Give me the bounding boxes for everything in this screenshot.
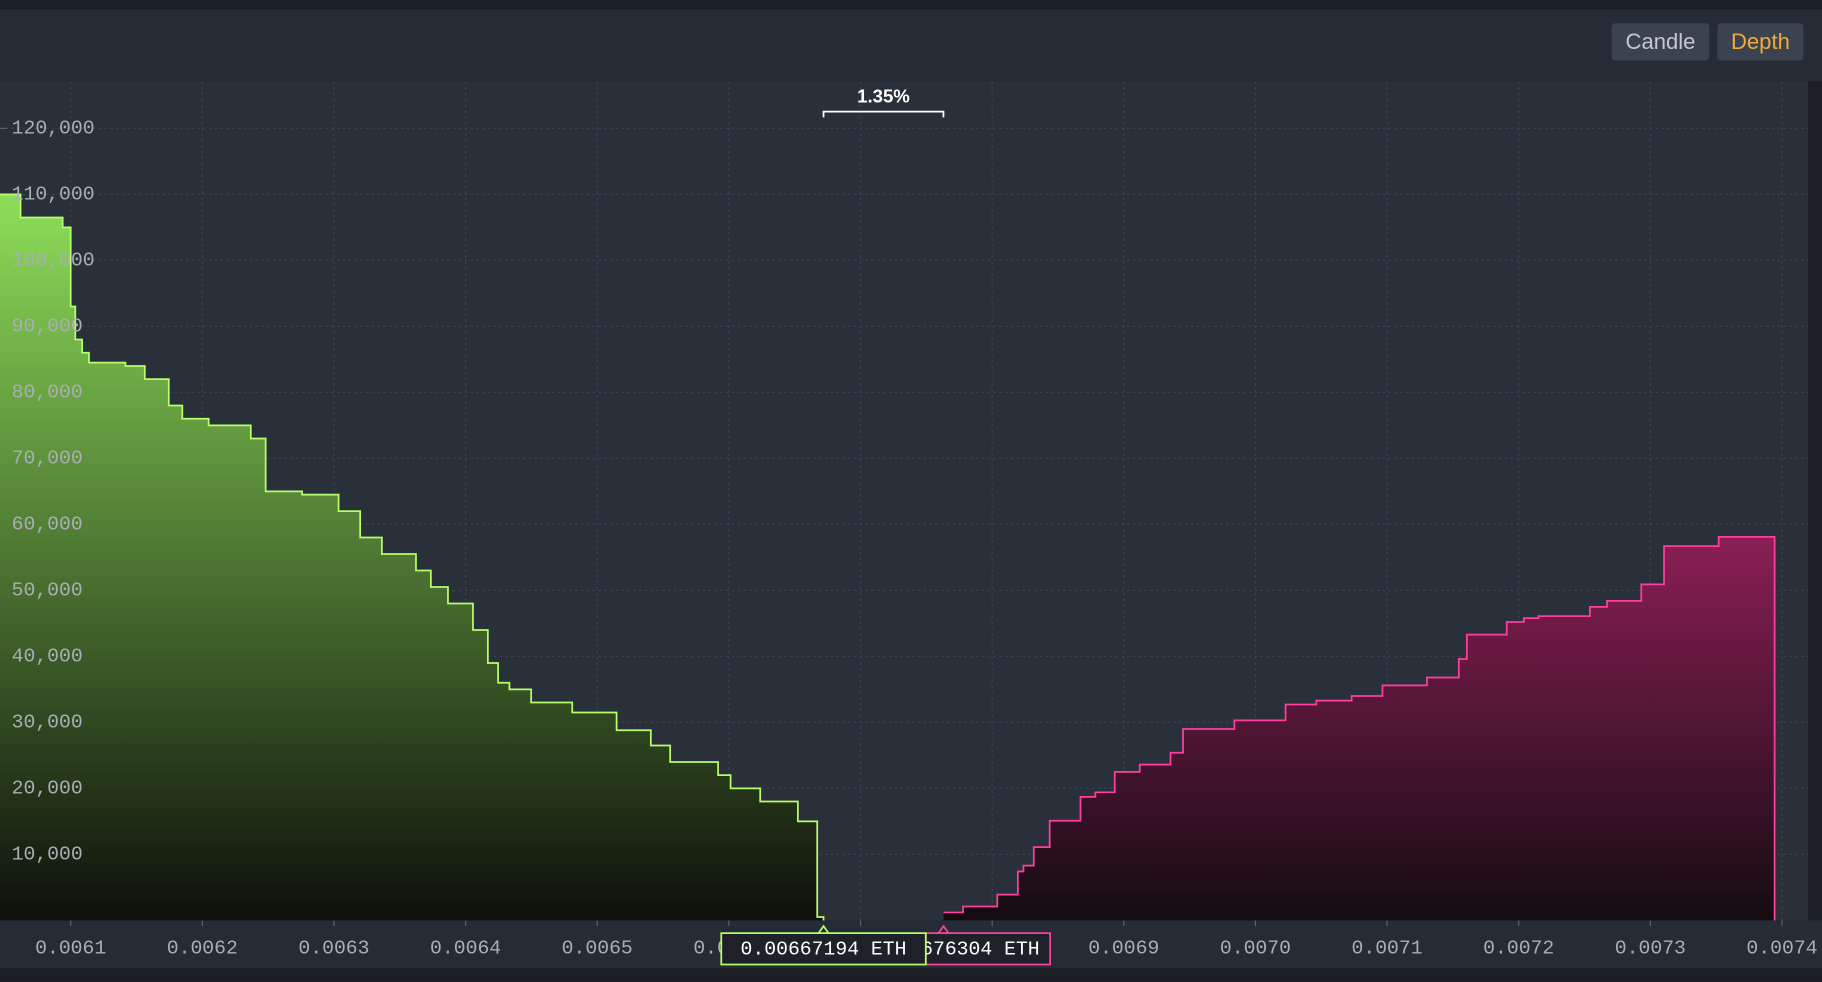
depth-area bbox=[943, 536, 1775, 921]
x-tick-label: 0.0069 bbox=[1088, 937, 1159, 959]
y-tick-label: 40,000 bbox=[12, 646, 83, 668]
y-tick-label: 120,000 bbox=[12, 118, 95, 140]
y-tick-label: 30,000 bbox=[12, 712, 83, 734]
x-tick-label: 0.0062 bbox=[167, 937, 238, 959]
depth-line bbox=[0, 193, 825, 921]
areas bbox=[0, 193, 1776, 921]
y-tick-label: 90,000 bbox=[12, 316, 83, 338]
y-tick-label: 70,000 bbox=[12, 448, 83, 470]
y-tick-label: 110,000 bbox=[12, 184, 95, 206]
footer bbox=[0, 967, 1822, 982]
labels: 10,000 20,000 30,000 40,000 50,000 60,000 70,0… bbox=[12, 23, 1804, 966]
y-tick-label: 80,000 bbox=[12, 382, 83, 404]
x-tick-label: 0.0063 bbox=[298, 937, 369, 959]
x-tick-label: 0.0073 bbox=[1615, 937, 1686, 959]
x-tick-label: 0.0071 bbox=[1352, 937, 1423, 959]
x-tick-label: 0.0064 bbox=[430, 937, 501, 959]
ask-price-box bbox=[924, 932, 1051, 966]
spread-bracket bbox=[822, 110, 945, 118]
bid-price-box bbox=[720, 932, 927, 966]
x-tick-label: 0.0061 bbox=[35, 937, 106, 959]
y-tick-label: 50,000 bbox=[12, 580, 83, 602]
y-tick-label: 20,000 bbox=[12, 778, 83, 800]
x-tick-label: 0.0074 bbox=[1746, 937, 1817, 959]
bid-price-label: 0.00667194 ETH bbox=[741, 939, 907, 961]
x-tick-label: 0.0070 bbox=[1220, 937, 1291, 959]
header bbox=[0, 9, 1822, 82]
view-button-label[interactable]: Depth bbox=[1731, 29, 1790, 54]
y-tick-label: 10,000 bbox=[12, 844, 83, 866]
view-button[interactable] bbox=[1611, 23, 1710, 61]
depth-line bbox=[943, 536, 1776, 921]
x-tick-label: 0.0065 bbox=[562, 937, 633, 959]
view-button-label[interactable]: Candle bbox=[1626, 29, 1696, 54]
view-button[interactable] bbox=[1717, 23, 1804, 61]
x-tick-label: 0.0072 bbox=[1483, 937, 1554, 959]
depth-area bbox=[0, 194, 824, 921]
y-tick-label: 60,000 bbox=[12, 514, 83, 536]
bid-marker bbox=[817, 924, 831, 935]
spread-label: 1.35% bbox=[857, 86, 910, 107]
ask-marker bbox=[936, 924, 950, 935]
y-tick-label: 100,000 bbox=[12, 250, 95, 272]
